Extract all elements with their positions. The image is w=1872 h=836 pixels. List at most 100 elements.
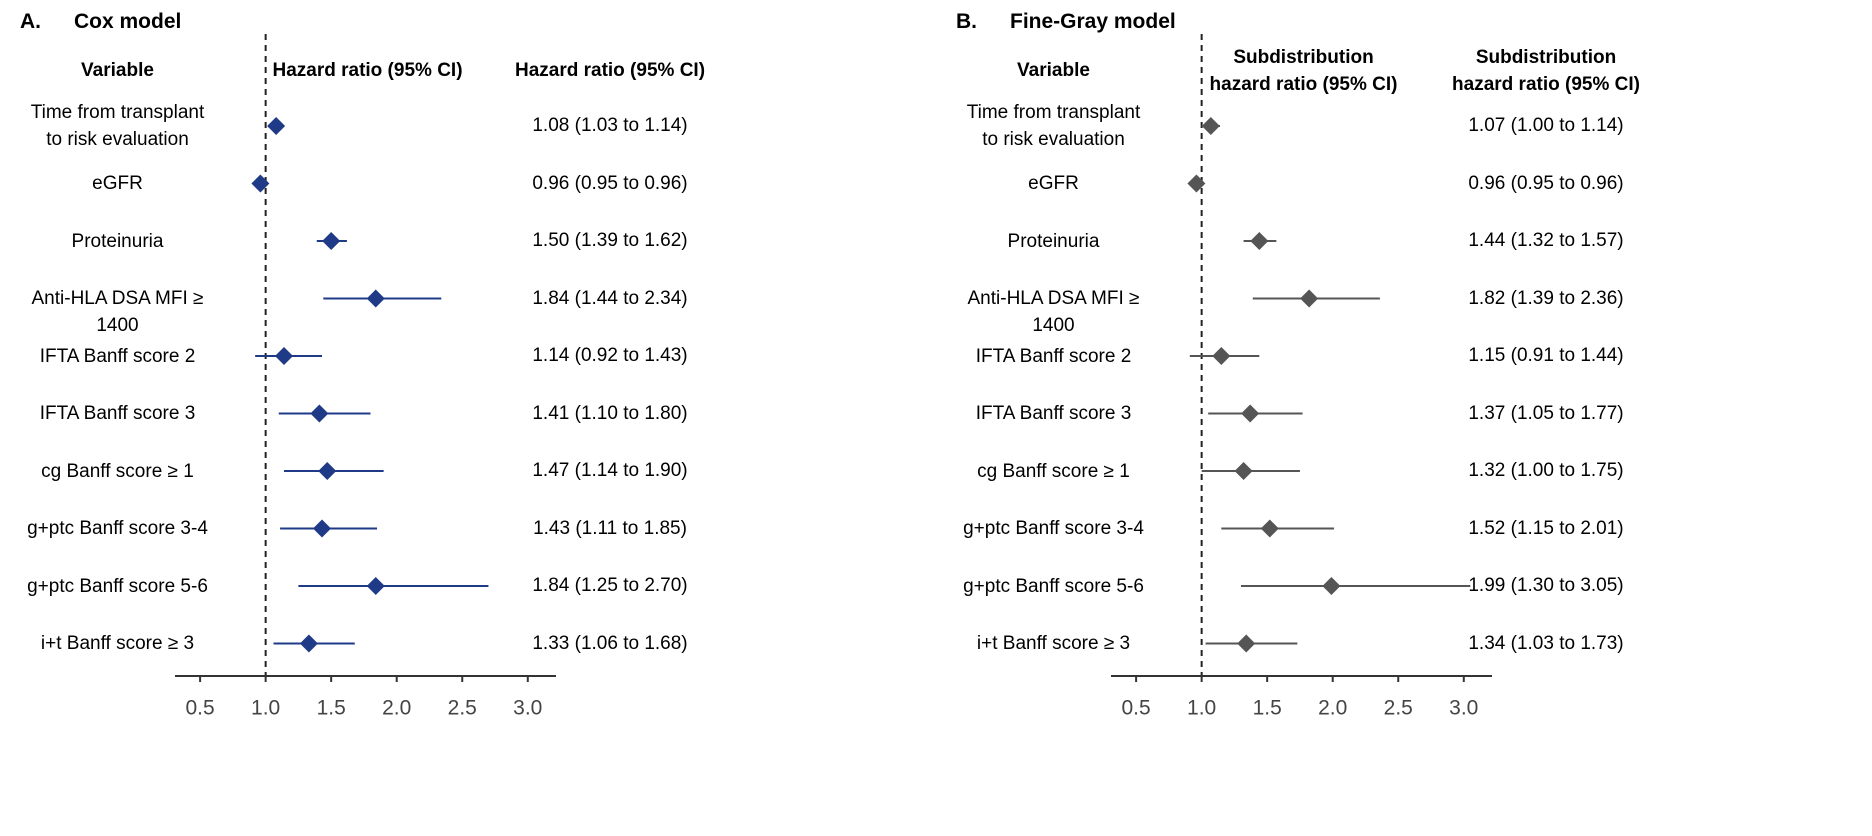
forest-row bbox=[1189, 347, 1260, 365]
forest-row bbox=[251, 174, 270, 193]
forest-row bbox=[1205, 634, 1298, 653]
x-tick-label: 2.5 bbox=[1384, 696, 1413, 719]
variable-label: g+ptc Banff score 3-4 bbox=[963, 518, 1144, 539]
estimate-marker bbox=[366, 289, 385, 308]
fine-gray-model-panel: B. Fine-Gray model Variable Subdistributi… bbox=[936, 0, 1872, 836]
plot-column-header: Subdistribution hazard ratio (95% CI) bbox=[1209, 47, 1398, 95]
estimate-ci-label: 1.41 (1.10 to 1.80) bbox=[532, 402, 688, 424]
estimate-ci-label: 1.32 (1.00 to 1.75) bbox=[1468, 460, 1624, 481]
estimate-ci-label: 1.34 (1.03 to 1.73) bbox=[1468, 632, 1624, 654]
estimate-ci-label: 1.43 (1.11 to 1.85) bbox=[533, 517, 687, 539]
variable-label: Time from transplant to risk evaluation bbox=[30, 102, 205, 150]
panel-title-text: Fine-Gray model bbox=[1010, 10, 1176, 33]
estimate-ci-label: 1.99 (1.30 to 3.05) bbox=[1468, 575, 1624, 596]
estimate-marker bbox=[366, 577, 385, 595]
estimate-marker bbox=[310, 404, 329, 423]
estimate-marker bbox=[1300, 289, 1319, 308]
estimate-marker bbox=[1234, 462, 1253, 480]
plot-column-header: Hazard ratio (95% CI) bbox=[272, 60, 463, 81]
estimate-ci-label: 1.52 (1.15 to 2.01) bbox=[1468, 517, 1624, 539]
variable-label: g+ptc Banff score 5-6 bbox=[963, 575, 1144, 597]
forest-row bbox=[323, 289, 442, 308]
x-tick-label: 1.0 bbox=[1187, 696, 1216, 719]
estimate-marker bbox=[1241, 404, 1260, 423]
variable-label: eGFR bbox=[1028, 173, 1079, 194]
variable-label: IFTA Banff score 2 bbox=[975, 345, 1132, 367]
estimate-marker bbox=[274, 347, 293, 365]
panel-letter: A. bbox=[20, 10, 41, 33]
variable-label: IFTA Banff score 2 bbox=[39, 345, 196, 367]
forest-row bbox=[1221, 519, 1335, 538]
estimate-ci-label: 1.14 (0.92 to 1.43) bbox=[532, 345, 688, 366]
panel-title: B. Fine-Gray model bbox=[956, 10, 1176, 34]
variable-label: cg Banff score ≥ 1 bbox=[41, 460, 194, 482]
variable-label: IFTA Banff score 3 bbox=[39, 403, 196, 424]
forest-plot: 0.5 1.0 1.5 2.0 2.5 3.0 bbox=[1111, 34, 1492, 719]
estimate-ci-label: 0.96 (0.95 to 0.96) bbox=[532, 172, 688, 194]
x-tick-label: 3.0 bbox=[1449, 696, 1478, 719]
variable-label: eGFR bbox=[92, 173, 143, 194]
estimate-ci-label: 1.07 (1.00 to 1.14) bbox=[1468, 115, 1624, 136]
estimate-ci-label: 0.96 (0.95 to 0.96) bbox=[1468, 172, 1624, 194]
forest-row bbox=[280, 519, 378, 538]
values-column-header: Hazard ratio (95% CI) bbox=[514, 60, 706, 81]
variable-label: g+ptc Banff score 3-4 bbox=[27, 518, 208, 539]
variable-label: Anti-HLA DSA MFI ≥ 1400 bbox=[967, 288, 1140, 336]
estimate-marker bbox=[313, 519, 332, 538]
x-tick-label: 0.5 bbox=[1122, 696, 1151, 719]
forest-row bbox=[316, 232, 347, 250]
estimate-marker bbox=[318, 462, 337, 480]
variable-label: Anti-HLA DSA MFI ≥ 1400 bbox=[31, 288, 204, 336]
variable-label: Proteinuria bbox=[1007, 230, 1100, 252]
forest-row bbox=[278, 404, 371, 423]
variable-label: Time from transplant to risk evaluation bbox=[966, 102, 1141, 150]
forest-row bbox=[1201, 462, 1300, 480]
estimate-ci-label: 1.15 (0.91 to 1.44) bbox=[1468, 345, 1624, 366]
forest-plot: 0.5 1.0 1.5 2.0 2.5 3.0 bbox=[175, 34, 556, 719]
variable-column-header: Variable bbox=[81, 60, 154, 81]
cox-model-panel: A. Cox model Variable Hazard ratio (95% C… bbox=[20, 10, 706, 719]
x-tick-label: 1.0 bbox=[251, 696, 280, 719]
estimate-marker bbox=[1212, 347, 1231, 365]
panel-title: A. Cox model bbox=[20, 10, 181, 34]
estimate-ci-label: 1.08 (1.03 to 1.14) bbox=[532, 115, 688, 136]
estimate-marker bbox=[322, 232, 341, 250]
estimate-ci-label: 1.47 (1.14 to 1.90) bbox=[532, 460, 688, 481]
estimate-marker bbox=[1322, 577, 1341, 595]
estimate-ci-label: 1.44 (1.32 to 1.57) bbox=[1468, 230, 1624, 251]
forest-row bbox=[1252, 289, 1380, 308]
forest-row bbox=[1201, 117, 1220, 135]
variable-label: IFTA Banff score 3 bbox=[975, 403, 1132, 424]
x-tick-label: 2.5 bbox=[448, 696, 477, 719]
estimate-ci-label: 1.82 (1.39 to 2.36) bbox=[1468, 287, 1624, 309]
panel-title-text: Cox model bbox=[74, 10, 182, 33]
forest-row bbox=[273, 634, 355, 653]
x-tick-label: 1.5 bbox=[317, 696, 346, 719]
panel-letter: B. bbox=[956, 10, 977, 33]
variable-label: cg Banff score ≥ 1 bbox=[977, 460, 1130, 482]
forest-row bbox=[1187, 174, 1206, 193]
estimate-ci-label: 1.33 (1.06 to 1.68) bbox=[532, 632, 688, 654]
forest-row bbox=[1208, 404, 1303, 423]
variable-column-header: Variable bbox=[1017, 60, 1090, 81]
x-tick-label: 2.0 bbox=[382, 696, 411, 719]
estimate-marker bbox=[1237, 634, 1256, 653]
variable-label: i+t Banff score ≥ 3 bbox=[976, 633, 1131, 654]
values-column-header: Subdistribution hazard ratio (95% CI) bbox=[1452, 47, 1640, 95]
estimate-ci-label: 1.50 (1.39 to 1.62) bbox=[532, 230, 688, 251]
estimate-ci-label: 1.84 (1.44 to 2.34) bbox=[532, 287, 688, 309]
forest-row bbox=[1240, 577, 1471, 595]
forest-row bbox=[283, 462, 384, 480]
variable-label: g+ptc Banff score 5-6 bbox=[27, 575, 208, 597]
x-tick-label: 1.5 bbox=[1253, 696, 1282, 719]
estimate-marker bbox=[1187, 174, 1206, 193]
estimate-marker bbox=[1201, 117, 1220, 135]
estimate-marker bbox=[267, 117, 286, 135]
estimate-ci-label: 1.84 (1.25 to 2.70) bbox=[532, 575, 688, 596]
forest-row bbox=[298, 577, 489, 595]
variable-label: Proteinuria bbox=[71, 230, 164, 252]
estimate-ci-label: 1.37 (1.05 to 1.77) bbox=[1468, 402, 1624, 424]
variable-label: i+t Banff score ≥ 3 bbox=[40, 633, 195, 654]
x-tick-label: 2.0 bbox=[1318, 696, 1347, 719]
estimate-marker bbox=[251, 174, 270, 193]
